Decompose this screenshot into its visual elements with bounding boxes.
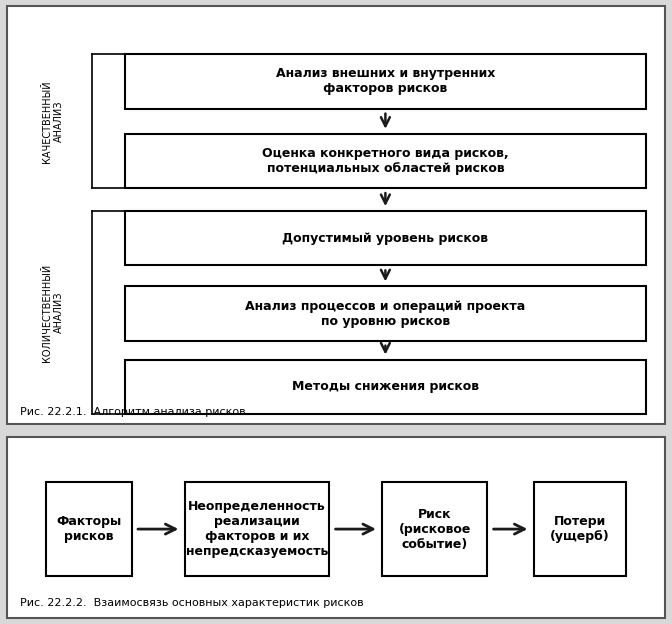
Text: Рис. 22.2.2.  Взаимосвязь основных характеристик рисков: Рис. 22.2.2. Взаимосвязь основных характ… bbox=[20, 598, 364, 608]
Text: Анализ процессов и операций проекта
по уровню рисков: Анализ процессов и операций проекта по у… bbox=[245, 300, 526, 328]
Text: Риск
(рисковое
событие): Риск (рисковое событие) bbox=[398, 507, 471, 550]
FancyBboxPatch shape bbox=[46, 482, 132, 576]
FancyBboxPatch shape bbox=[185, 482, 329, 576]
Text: Методы снижения рисков: Методы снижения рисков bbox=[292, 380, 479, 393]
FancyBboxPatch shape bbox=[125, 286, 646, 341]
FancyBboxPatch shape bbox=[534, 482, 626, 576]
FancyBboxPatch shape bbox=[125, 211, 646, 265]
FancyBboxPatch shape bbox=[125, 54, 646, 109]
FancyBboxPatch shape bbox=[125, 359, 646, 414]
Text: Факторы
рисков: Факторы рисков bbox=[56, 515, 122, 543]
Text: Потери
(ущерб): Потери (ущерб) bbox=[550, 515, 610, 543]
FancyBboxPatch shape bbox=[125, 134, 646, 188]
FancyBboxPatch shape bbox=[7, 6, 665, 424]
Text: Оценка конкретного вида рисков,
потенциальных областей рисков: Оценка конкретного вида рисков, потенциа… bbox=[262, 147, 509, 175]
Text: Рис. 22.2.1.  Алгоритм анализа рисков: Рис. 22.2.1. Алгоритм анализа рисков bbox=[20, 407, 245, 417]
Text: Анализ внешних и внутренних
факторов рисков: Анализ внешних и внутренних факторов рис… bbox=[276, 67, 495, 95]
FancyBboxPatch shape bbox=[382, 482, 487, 576]
FancyBboxPatch shape bbox=[7, 437, 665, 618]
Text: КАЧЕСТВЕННЫЙ
АНАЛИЗ: КАЧЕСТВЕННЫЙ АНАЛИЗ bbox=[42, 80, 64, 162]
Text: КОЛИЧЕСТВЕННЫЙ
АНАЛИЗ: КОЛИЧЕСТВЕННЫЙ АНАЛИЗ bbox=[42, 263, 64, 362]
Text: Допустимый уровень рисков: Допустимый уровень рисков bbox=[282, 232, 489, 245]
Text: Неопределенность
реализации
факторов и их
непредсказуемость: Неопределенность реализации факторов и и… bbox=[185, 500, 328, 558]
